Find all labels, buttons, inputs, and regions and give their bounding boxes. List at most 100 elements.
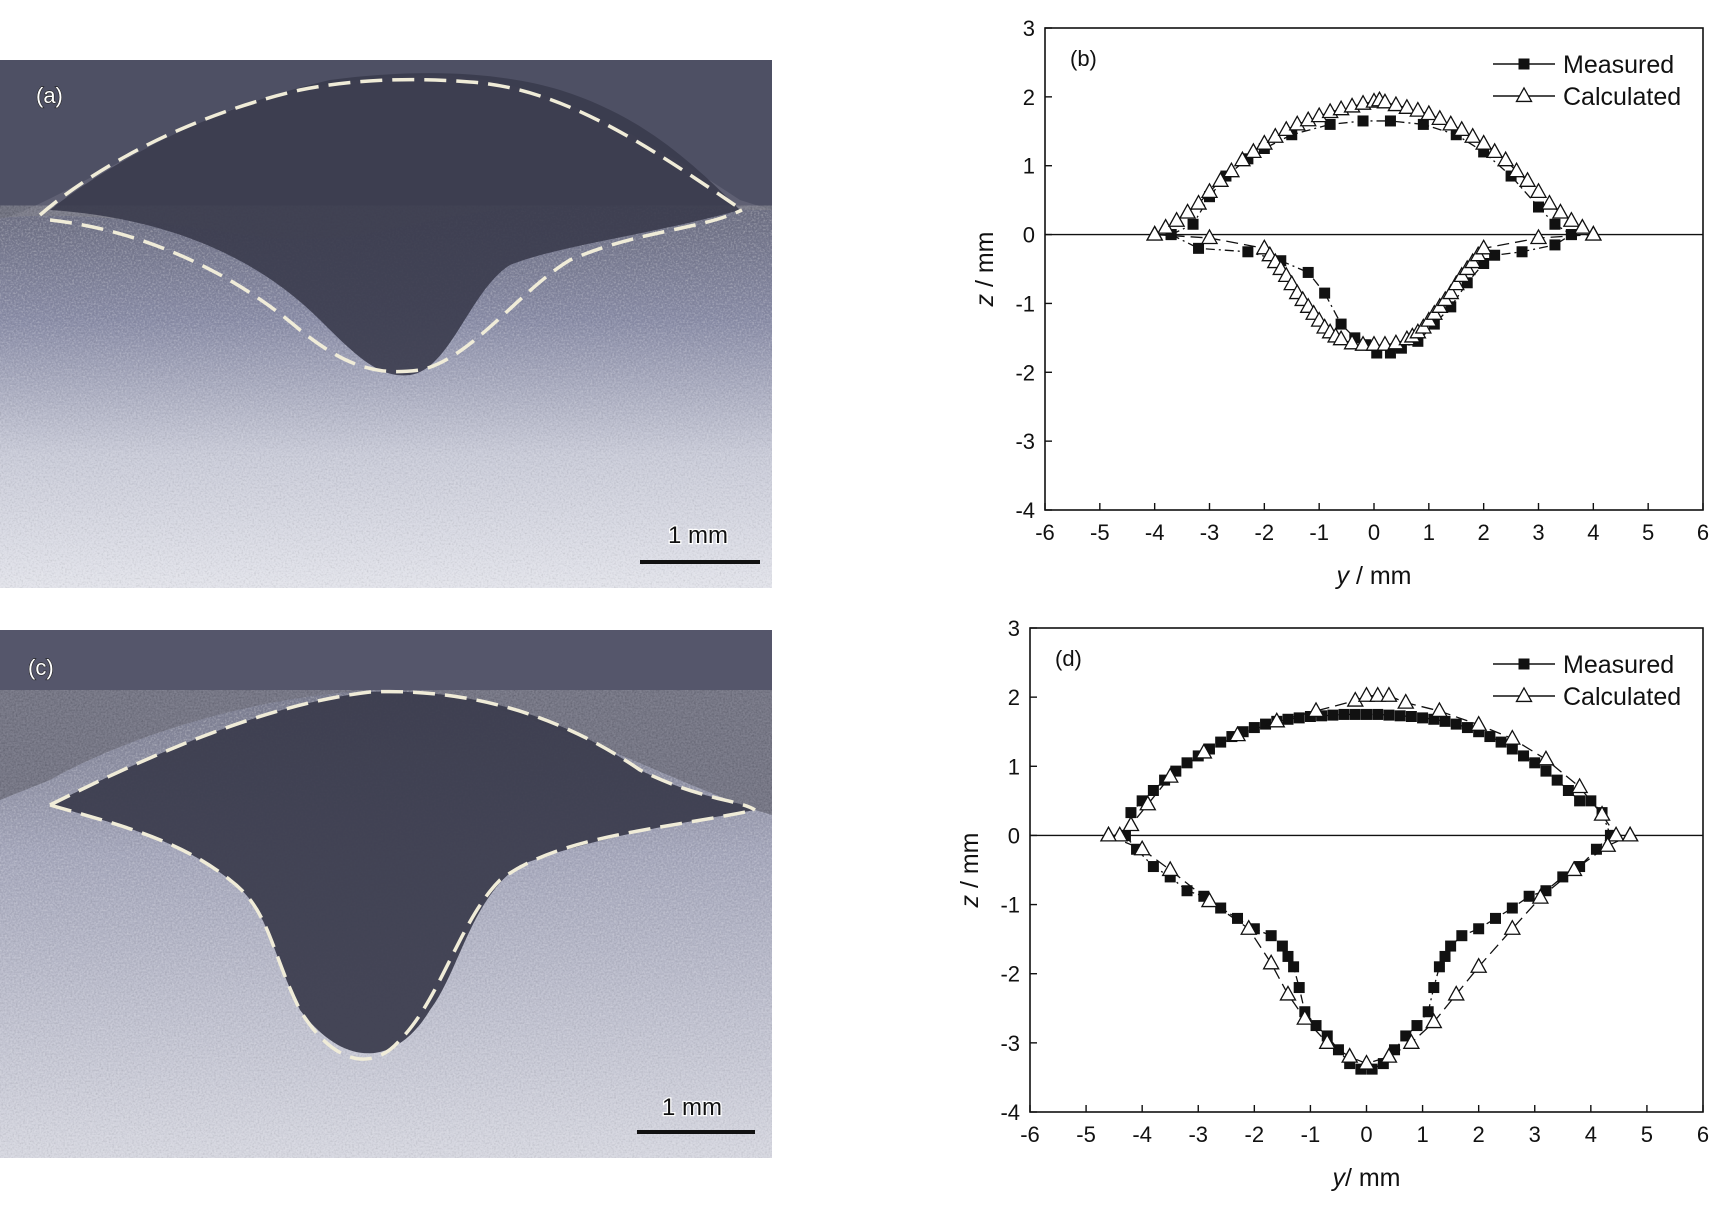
measured-point [1193, 242, 1205, 254]
calculated-point [1341, 1047, 1359, 1063]
chart-b: -6 -5 -4 -3 -2 -1 0 1 2 3 4 5 6 -4 -3 -2 -1 0 1 2 3 y / mm z /… [950, 20, 1710, 600]
calculated-point [1244, 142, 1263, 159]
x-axis-variable: y [1335, 562, 1351, 590]
y-axis-unit: / mm [956, 833, 984, 896]
measured-point [1394, 710, 1406, 722]
measured-point [1187, 218, 1199, 230]
measured-point [1215, 736, 1227, 748]
x-tick-label: 0 [1368, 520, 1380, 545]
measured-point [1473, 923, 1485, 935]
calculated-point [1573, 218, 1592, 234]
measured-point [1147, 784, 1159, 796]
calculated-point [1398, 98, 1416, 114]
measured-point [1349, 708, 1361, 720]
legend: Measured Calculated [1493, 651, 1681, 711]
series-calculated [1146, 90, 1602, 351]
x-tick-label: 4 [1585, 1122, 1597, 1147]
measured-point [1549, 218, 1561, 230]
measured-point [1428, 713, 1440, 725]
measured-point [1372, 708, 1384, 720]
measured-point [1473, 726, 1485, 738]
y-tick-label: 3 [1023, 20, 1035, 41]
x-tick-label: 1 [1416, 1122, 1428, 1147]
measured-point [1242, 246, 1254, 258]
measured-point [1384, 347, 1396, 359]
measured-point [1506, 902, 1518, 914]
measured-point [1282, 950, 1294, 962]
measured-point [1445, 940, 1457, 952]
measured-point [1181, 757, 1193, 769]
measured-point [1383, 709, 1395, 721]
measured-point [1165, 229, 1177, 241]
measured-point [1518, 750, 1530, 762]
y-tick-label: -1 [1000, 893, 1020, 918]
measured-point [1282, 713, 1294, 725]
measured-point [1557, 871, 1569, 883]
calculated-point [1195, 743, 1213, 759]
calculated-point [1537, 749, 1555, 766]
calculated-point [1161, 860, 1179, 877]
measured-point [1562, 784, 1574, 796]
measured-point [1371, 347, 1383, 359]
x-tick-label: -6 [1035, 520, 1055, 545]
calculated-point [1447, 985, 1465, 1001]
measured-point [1293, 712, 1305, 724]
measured-point [1389, 1044, 1401, 1056]
measured-point [1533, 201, 1544, 213]
legend-label: Measured [1563, 651, 1674, 679]
calculated-point [1529, 228, 1548, 245]
calculated-point [1161, 767, 1179, 783]
measured-point [1489, 249, 1501, 261]
measured-point [1164, 871, 1176, 883]
x-axis-unit: / mm [1349, 562, 1412, 590]
calculated-point [1380, 686, 1398, 702]
y-tick-label: 1 [1008, 754, 1020, 779]
legend-marker [1518, 58, 1530, 70]
calculated-point [1599, 836, 1617, 852]
calculated-point [1425, 1012, 1443, 1029]
measured-point [1293, 982, 1305, 994]
calculated-point [1397, 693, 1415, 709]
x-axis-unit: / mm [1345, 1164, 1401, 1192]
measured-point [1445, 301, 1457, 313]
calculated-point [1310, 106, 1328, 123]
measured-point [1574, 861, 1586, 873]
measured-point [1147, 861, 1159, 873]
y-tick-label: -2 [1015, 360, 1035, 385]
y-axis-label: z / mm [971, 232, 999, 308]
calculated-point [1283, 274, 1301, 291]
measured-point [1428, 982, 1440, 994]
y-tick-label: 0 [1023, 223, 1035, 248]
x-tick-label: 5 [1642, 520, 1654, 545]
calculated-point [1288, 115, 1306, 131]
measured-point [1361, 708, 1372, 720]
measured-point [1489, 912, 1501, 924]
measured-point [1237, 726, 1249, 738]
measured-point [1450, 718, 1462, 730]
measured-point [1260, 718, 1272, 730]
calculated-point [1307, 701, 1325, 718]
panel-c-label: (c) [28, 655, 54, 680]
x-tick-label: 3 [1529, 1122, 1541, 1147]
calculated-point [1296, 1009, 1314, 1025]
measured-point [1332, 1044, 1344, 1056]
legend-marker [1515, 86, 1533, 103]
measured-point [1461, 722, 1473, 734]
measured-point [1461, 277, 1473, 289]
y-tick-label: -4 [1015, 498, 1035, 523]
calculated-point [1496, 150, 1515, 167]
measured-point [1310, 1020, 1322, 1032]
measured-point [1319, 287, 1331, 299]
x-tick-label: -5 [1090, 520, 1110, 545]
x-tick-label: -1 [1301, 1122, 1321, 1147]
calculated-point [1593, 805, 1611, 821]
series-line [1124, 713, 1612, 836]
calculated-point [1420, 104, 1438, 121]
x-tick-label: -3 [1200, 520, 1220, 545]
series-measured [1165, 115, 1577, 359]
measured-point [1549, 239, 1561, 251]
calculated-point [1529, 182, 1548, 198]
measured-point [1131, 843, 1143, 855]
y-tick-label: 2 [1008, 685, 1020, 710]
measured-point [1302, 266, 1314, 278]
